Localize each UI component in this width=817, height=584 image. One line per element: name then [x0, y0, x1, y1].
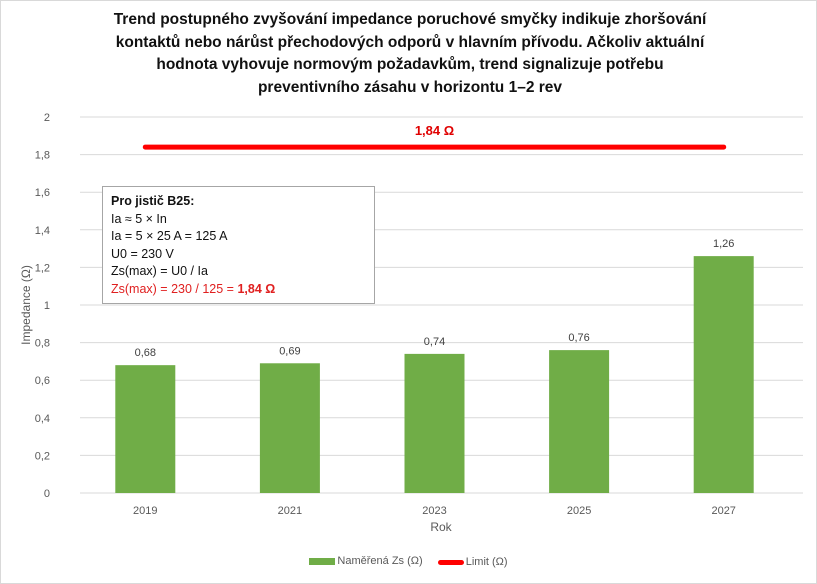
y-tick-label: 1,2: [35, 262, 50, 274]
bar-2025[interactable]: [549, 350, 610, 493]
title-line: preventivního zásahu v horizontu 1–2 rev: [257, 78, 563, 96]
y-tick-label: 1: [44, 300, 50, 312]
x-tick-label: 2025: [567, 505, 591, 517]
note-result-prefix: Zs(max) = 230 / 125 =: [111, 281, 238, 296]
y-axis-ticks: 0 0,2 0,4 0,6 0,8 1 1,2 1,4 1,6 1,8 2: [35, 112, 50, 500]
data-label: 1,26: [713, 238, 734, 250]
legend-label: Limit (Ω): [465, 556, 508, 568]
y-tick-label: 1,8: [35, 150, 50, 162]
bar-2021[interactable]: [259, 363, 320, 493]
y-tick-label: 1,6: [35, 187, 50, 199]
legend-item-measured[interactable]: Naměřená Zs (Ω): [309, 555, 423, 567]
y-tick-label: 1,4: [35, 225, 50, 237]
legend-swatch-bar: [309, 557, 336, 565]
x-tick-label: 2023: [422, 505, 446, 517]
data-label: 0,74: [424, 336, 445, 348]
x-tick-label: 2021: [278, 505, 302, 517]
title-line: hodnota vyhovuje normovým požadavkům, tr…: [156, 56, 664, 73]
chart-title: Trend postupného zvyšování impedance por…: [90, 9, 730, 99]
annotation-box: Pro jistič B25: Ia ≈ 5 × In Ia = 5 × 25 …: [102, 186, 375, 304]
x-tick-label: 2027: [711, 505, 735, 517]
note-line: Zs(max) = U0 / Ia: [111, 264, 208, 279]
limit-annotation: 1,84 Ω: [415, 123, 454, 138]
note-line: Ia ≈ 5 × In: [111, 211, 167, 226]
y-tick-label: 0,6: [35, 375, 50, 387]
bar-2027[interactable]: [693, 256, 754, 493]
legend-swatch-line: [437, 559, 464, 565]
data-label: 0,69: [279, 345, 300, 357]
bar-series: [115, 256, 754, 493]
bar-2023[interactable]: [404, 353, 465, 493]
limit-series: 1,84 Ω: [142, 123, 727, 150]
bar-2019[interactable]: [115, 365, 176, 493]
x-axis-title: Rok: [430, 520, 452, 534]
y-axis-title: Impedance (Ω): [19, 265, 33, 345]
legend-label: Naměřená Zs (Ω): [337, 555, 423, 567]
note-line: Ia = 5 × 25 A = 125 A: [111, 229, 228, 244]
x-tick-label: 2019: [133, 505, 157, 517]
note-line: U0 = 230 V: [111, 246, 174, 261]
y-tick-label: 0,2: [35, 450, 50, 462]
title-line: kontaktů nebo nárůst přechodových odporů…: [115, 33, 705, 51]
data-label: 0,76: [568, 332, 589, 344]
y-tick-label: 0,4: [35, 413, 50, 425]
legend: Naměřená Zs (Ω) Limit (Ω): [0, 555, 817, 568]
note-line-result: Zs(max) = 230 / 125 = 1,84 Ω: [111, 281, 374, 299]
data-labels: 0,68 0,69 0,74 0,76 1,26: [135, 238, 735, 359]
legend-item-limit[interactable]: Limit (Ω): [437, 556, 508, 568]
y-tick-label: 0,8: [35, 338, 50, 350]
note-result-value: 1,84 Ω: [237, 281, 276, 296]
data-label: 0,68: [135, 347, 156, 359]
y-tick-label: 0: [44, 488, 50, 500]
note-line-heading: Pro jistič B25:: [111, 194, 195, 208]
y-tick-label: 2: [44, 112, 50, 124]
x-axis-ticks: 2019 2021 2023 2025 2027: [133, 505, 736, 517]
title-line: Trend postupného zvyšování impedance por…: [113, 11, 707, 28]
